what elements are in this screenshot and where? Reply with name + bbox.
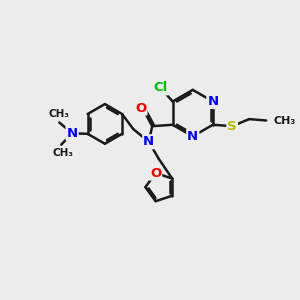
Text: N: N [67,127,78,140]
Text: CH₃: CH₃ [49,109,70,119]
Text: CH₃: CH₃ [52,148,73,158]
Text: O: O [135,101,146,115]
Text: Cl: Cl [154,81,168,94]
Text: O: O [150,167,161,180]
Text: N: N [187,130,198,143]
Text: CH₃: CH₃ [273,116,296,125]
Text: S: S [227,120,237,133]
Text: N: N [207,95,218,108]
Text: N: N [143,135,154,148]
